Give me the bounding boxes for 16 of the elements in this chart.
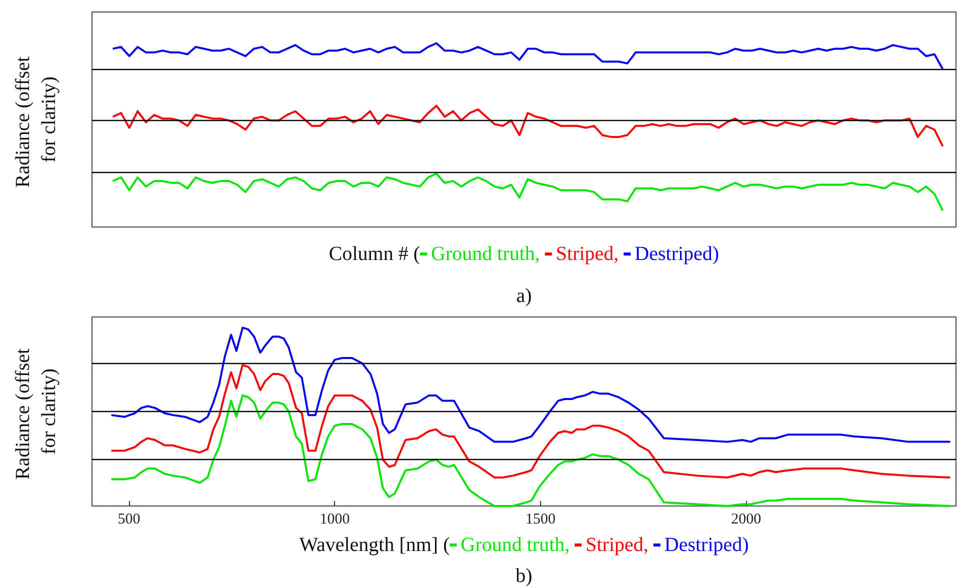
legend-label: Striped, xyxy=(586,534,648,556)
x-tick-label: 500 xyxy=(118,512,140,528)
x-axis-title: Column # ( xyxy=(328,243,420,265)
legend-label: Destriped) xyxy=(664,534,749,556)
y-axis-title: Radiance (offset for clarity) xyxy=(12,343,60,480)
text: a) xyxy=(516,285,532,307)
x-tick-label: 1500 xyxy=(525,512,556,528)
legend-label: Ground truth, xyxy=(431,243,540,265)
x-tick-label: 1000 xyxy=(320,512,350,528)
x-axis-title: Wavelength [nm] ( xyxy=(299,534,450,556)
legend-label: Destriped) xyxy=(634,243,720,265)
text: b) xyxy=(516,565,532,587)
legend-label: Ground truth, xyxy=(460,534,570,556)
legend-label: Striped, xyxy=(556,243,619,265)
x-tick-label: 2000 xyxy=(731,512,762,528)
y-axis-title: Radiance (offset for clarity) xyxy=(12,51,60,188)
